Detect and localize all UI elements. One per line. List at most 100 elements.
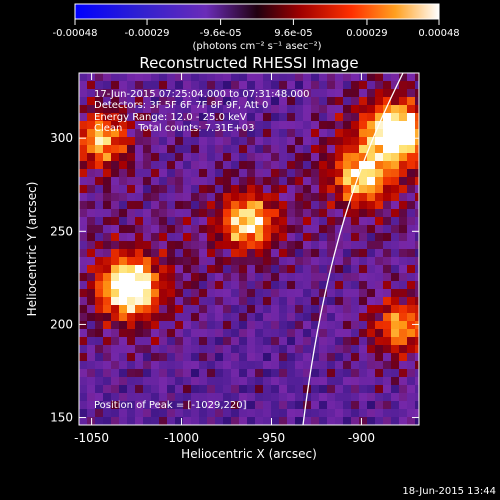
heatmap-cell <box>343 145 351 153</box>
heatmap-cell <box>359 361 367 369</box>
heatmap-cell <box>367 89 375 97</box>
heatmap-cell <box>135 201 143 209</box>
heatmap-cell <box>167 209 175 217</box>
heatmap-cell <box>223 233 231 241</box>
heatmap-cell <box>351 177 359 185</box>
heatmap-cell <box>159 161 167 169</box>
heatmap-cell <box>407 353 415 361</box>
heatmap-cell <box>87 137 95 145</box>
heatmap-cell <box>175 177 183 185</box>
heatmap-cell <box>335 169 343 177</box>
heatmap-cell <box>87 297 95 305</box>
heatmap-cell <box>143 105 151 113</box>
heatmap-cell <box>87 177 95 185</box>
heatmap-cell <box>415 265 419 273</box>
heatmap-cell <box>335 185 343 193</box>
heatmap-cell <box>311 169 319 177</box>
heatmap-cell <box>375 225 383 233</box>
heatmap-cell <box>359 329 367 337</box>
heatmap-cell <box>335 361 343 369</box>
heatmap-cell <box>359 105 367 113</box>
heatmap-cell <box>135 241 143 249</box>
heatmap-cell <box>271 193 279 201</box>
heatmap-cell <box>175 249 183 257</box>
heatmap-cell <box>319 153 327 161</box>
heatmap-cell <box>215 297 223 305</box>
heatmap-cell <box>351 401 359 409</box>
heatmap-cell <box>255 105 263 113</box>
heatmap-cell <box>247 417 255 425</box>
heatmap-cell <box>311 97 319 105</box>
heatmap-cell <box>159 81 167 89</box>
heatmap-cell <box>207 185 215 193</box>
heatmap-cell <box>319 345 327 353</box>
heatmap-cell <box>383 369 391 377</box>
colorbar-tick-label: 0.00029 <box>346 28 387 39</box>
heatmap-cell <box>87 401 95 409</box>
heatmap-cell <box>111 137 119 145</box>
heatmap-cell <box>119 177 127 185</box>
heatmap-cell <box>391 257 399 265</box>
heatmap-cell <box>351 321 359 329</box>
heatmap-cell <box>399 193 407 201</box>
heatmap-cell <box>311 289 319 297</box>
heatmap-cell <box>175 225 183 233</box>
heatmap-cell <box>231 209 239 217</box>
heatmap-cell <box>279 313 287 321</box>
heatmap-cell <box>151 377 159 385</box>
heatmap-cell <box>119 209 127 217</box>
heatmap-cell <box>79 73 87 81</box>
heatmap-cell <box>311 313 319 321</box>
heatmap-cell <box>191 265 199 273</box>
heatmap-cell <box>247 129 255 137</box>
heatmap-cell <box>415 249 419 257</box>
heatmap-cell <box>127 313 135 321</box>
heatmap-cell <box>287 305 295 313</box>
heatmap-cell <box>191 361 199 369</box>
heatmap-cell <box>327 225 335 233</box>
heatmap-cell <box>215 129 223 137</box>
heatmap-cell <box>159 353 167 361</box>
heatmap-cell <box>303 217 311 225</box>
heatmap-cell <box>415 385 419 393</box>
heatmap-cell <box>183 129 191 137</box>
heatmap-cell <box>255 137 263 145</box>
heatmap-cell <box>351 385 359 393</box>
heatmap-cell <box>279 369 287 377</box>
heatmap-cell <box>159 185 167 193</box>
heatmap-cell <box>279 105 287 113</box>
heatmap-cell <box>239 89 247 97</box>
heatmap-cell <box>167 305 175 313</box>
heatmap-cell <box>151 113 159 121</box>
heatmap-cell <box>375 281 383 289</box>
heatmap-cell <box>127 73 135 81</box>
heatmap-cell <box>359 129 367 137</box>
heatmap-cell <box>103 89 111 97</box>
heatmap-cell <box>223 241 231 249</box>
heatmap-cell <box>239 201 247 209</box>
heatmap-cell <box>391 305 399 313</box>
heatmap-cell <box>159 121 167 129</box>
heatmap-cell <box>159 177 167 185</box>
heatmap-cell <box>263 289 271 297</box>
heatmap-cell <box>111 185 119 193</box>
heatmap-cell <box>359 409 367 417</box>
heatmap-cell <box>327 153 335 161</box>
heatmap-cell <box>79 369 87 377</box>
heatmap-cell <box>343 257 351 265</box>
heatmap-cell <box>287 329 295 337</box>
heatmap-cell <box>319 161 327 169</box>
heatmap-cell <box>367 81 375 89</box>
heatmap-cell <box>143 177 151 185</box>
heatmap-cell <box>159 401 167 409</box>
heatmap-cell <box>335 89 343 97</box>
heatmap-cell <box>175 153 183 161</box>
heatmap-cell <box>183 177 191 185</box>
heatmap-cell <box>143 73 151 81</box>
heatmap-cell <box>127 417 135 425</box>
heatmap-cell <box>79 329 87 337</box>
heatmap-cell <box>303 201 311 209</box>
heatmap-cell <box>135 385 143 393</box>
heatmap-cell <box>231 289 239 297</box>
heatmap-cell <box>87 105 95 113</box>
